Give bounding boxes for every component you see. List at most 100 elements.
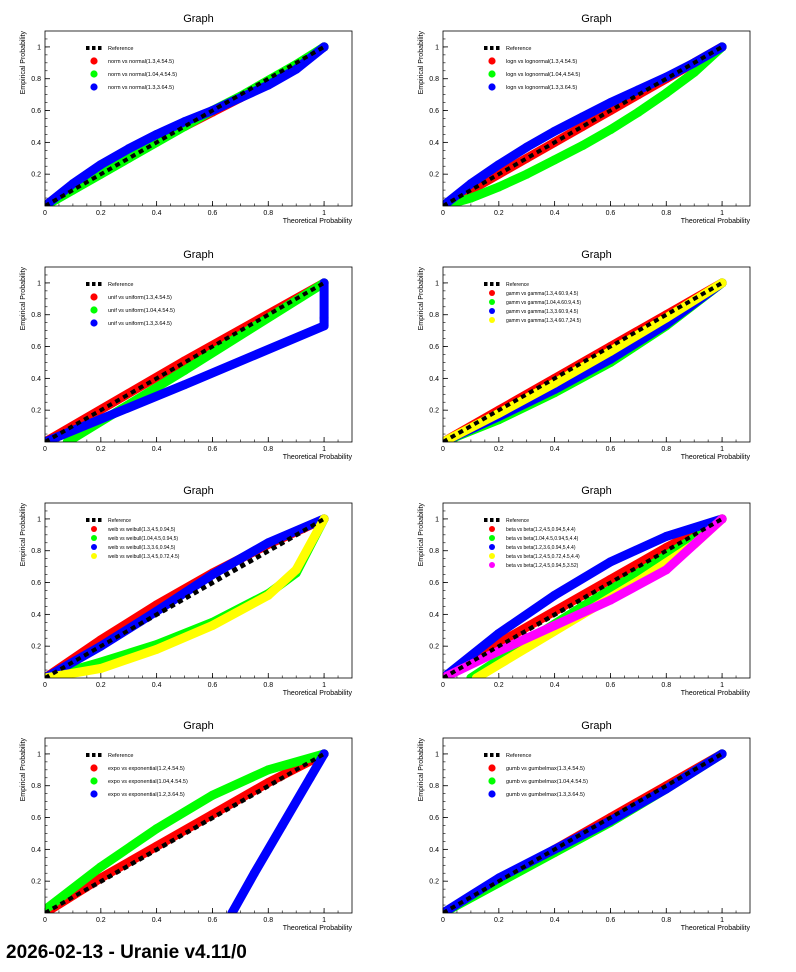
y-tick-label: 0.2 bbox=[429, 172, 439, 179]
series-point bbox=[550, 590, 560, 600]
series-point bbox=[96, 663, 106, 673]
x-tick-label: 0.6 bbox=[606, 210, 616, 217]
y-tick-label: 0.2 bbox=[429, 644, 439, 651]
series-point bbox=[605, 557, 615, 567]
x-tick-label: 0 bbox=[441, 446, 445, 453]
legend-swatch bbox=[488, 777, 496, 785]
y-tick-label: 0.2 bbox=[31, 644, 41, 651]
legend-swatch bbox=[489, 544, 495, 550]
x-tick-label: 0.2 bbox=[494, 446, 504, 453]
legend-label: beta vs beta(1.2,4.5,0.72,4.5,4.4) bbox=[506, 554, 580, 560]
legend-swatch bbox=[489, 535, 495, 541]
series-point bbox=[291, 64, 301, 74]
y-axis-label: Empirical Probability bbox=[418, 738, 425, 802]
legend-swatch bbox=[90, 70, 98, 78]
x-tick-label: 0.4 bbox=[152, 682, 162, 689]
series-point bbox=[550, 126, 560, 136]
x-tick-label: 1 bbox=[720, 446, 724, 453]
x-tick-label: 0.6 bbox=[606, 917, 616, 924]
series-point bbox=[550, 621, 560, 630]
x-tick-label: 1 bbox=[720, 682, 724, 689]
y-tick-label: 1 bbox=[435, 751, 439, 758]
y-tick-label: 0.8 bbox=[429, 76, 439, 83]
y-axis-label: Empirical Probability bbox=[418, 267, 425, 331]
x-axis-label: Theoretical Probability bbox=[681, 454, 751, 461]
legend-label: Reference bbox=[108, 46, 133, 52]
series-point bbox=[96, 160, 106, 170]
x-tick-label: 0.4 bbox=[550, 682, 560, 689]
legend-label: Reference bbox=[108, 753, 133, 759]
x-tick-label: 1 bbox=[322, 917, 326, 924]
legend-swatch bbox=[90, 83, 98, 91]
series-point bbox=[180, 365, 190, 375]
y-axis-label: Empirical Probability bbox=[20, 503, 27, 567]
series-point bbox=[522, 169, 532, 179]
series-point bbox=[68, 179, 78, 189]
x-tick-label: 0.4 bbox=[550, 446, 560, 453]
series-point bbox=[550, 155, 560, 165]
plot-area bbox=[443, 514, 727, 678]
legend-label: beta vs beta(1.2,4.5,0.94,5,3.52) bbox=[506, 563, 579, 569]
x-tick-label: 0.8 bbox=[263, 917, 273, 924]
x-tick-label: 0.8 bbox=[661, 917, 671, 924]
y-tick-label: 1 bbox=[37, 280, 41, 287]
x-tick-label: 0.8 bbox=[661, 446, 671, 453]
legend-swatch bbox=[489, 290, 495, 296]
legend-label: beta vs beta(1.2,3.6,0.94,5,4.4) bbox=[506, 545, 576, 551]
series-point bbox=[305, 773, 315, 783]
legend-label: expo vs exponential(1.2,3.64.5) bbox=[108, 792, 185, 798]
x-axis-label: Theoretical Probability bbox=[681, 690, 751, 697]
x-tick-label: 0.2 bbox=[96, 682, 106, 689]
series-point bbox=[263, 538, 273, 548]
series-line bbox=[443, 514, 727, 678]
y-tick-label: 0.2 bbox=[31, 172, 41, 179]
legend-swatch bbox=[489, 553, 495, 559]
series-point bbox=[578, 112, 588, 122]
legend-label: beta vs beta(1.2,4.5,0.94,5,4.4) bbox=[506, 527, 576, 533]
legend-label: expo vs exponential(1.04,4.54.5) bbox=[108, 779, 188, 785]
series-point bbox=[207, 790, 217, 800]
x-tick-label: 0.8 bbox=[263, 682, 273, 689]
legend-label: norm vs normal(1.3,3.64.5) bbox=[108, 85, 174, 91]
x-tick-label: 0.2 bbox=[494, 682, 504, 689]
chart-title: Graph bbox=[183, 13, 214, 25]
series-point bbox=[277, 821, 287, 830]
x-tick-label: 0.4 bbox=[152, 917, 162, 924]
legend-swatch bbox=[90, 777, 98, 785]
y-tick-label: 0.6 bbox=[429, 108, 439, 115]
legend-swatch bbox=[90, 790, 98, 798]
footer-version: 2026-02-13 - Uranie v4.11/0 bbox=[6, 942, 247, 963]
y-tick-label: 0.2 bbox=[429, 879, 439, 886]
series-point bbox=[494, 182, 504, 192]
plot-area bbox=[45, 514, 329, 678]
y-tick-label: 0.2 bbox=[31, 408, 41, 415]
plot-frame bbox=[44, 30, 353, 207]
y-tick-label: 0.4 bbox=[429, 140, 439, 147]
series-point bbox=[466, 179, 476, 189]
y-tick-label: 0.6 bbox=[429, 580, 439, 587]
series-line bbox=[443, 749, 727, 913]
x-tick-label: 0 bbox=[441, 682, 445, 689]
series-point bbox=[466, 193, 476, 203]
plot-area bbox=[45, 278, 329, 442]
x-tick-label: 0.4 bbox=[152, 210, 162, 217]
series-point bbox=[319, 313, 329, 323]
x-tick-label: 0 bbox=[441, 210, 445, 217]
legend-label: gumb vs gumbelmax(1.3,3.64.5) bbox=[506, 792, 585, 798]
series-point bbox=[207, 570, 217, 580]
x-tick-label: 0 bbox=[43, 682, 47, 689]
legend-swatch bbox=[489, 562, 495, 568]
legend-label: unif vs uniform(1.3,3.64.5) bbox=[108, 321, 172, 327]
series-point bbox=[522, 142, 532, 152]
legend-swatch bbox=[489, 526, 495, 532]
plot-area bbox=[45, 749, 329, 913]
y-tick-label: 0.4 bbox=[429, 612, 439, 619]
legend-swatch bbox=[489, 299, 495, 305]
y-tick-label: 1 bbox=[37, 516, 41, 523]
chart-title: Graph bbox=[581, 720, 612, 732]
